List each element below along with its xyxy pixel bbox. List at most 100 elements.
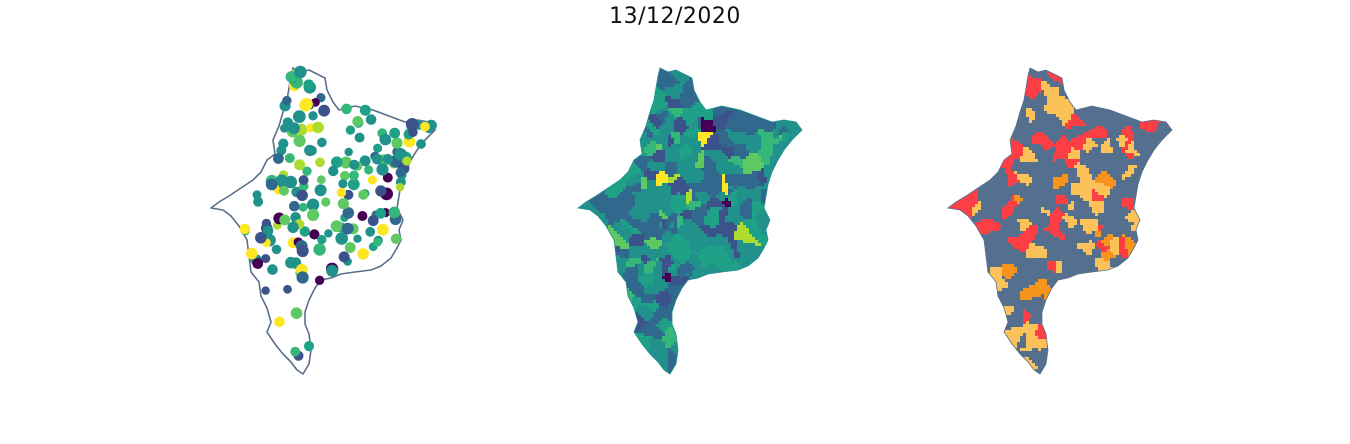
municipality-area bbox=[704, 153, 708, 157]
municipality-area bbox=[623, 192, 627, 196]
municipality-area bbox=[650, 68, 654, 70]
municipality-area bbox=[629, 171, 633, 175]
municipality-area bbox=[704, 132, 708, 136]
municipality-area bbox=[677, 153, 681, 157]
municipality-area bbox=[608, 63, 611, 66]
municipality-area bbox=[755, 78, 759, 82]
municipality-area bbox=[695, 186, 699, 190]
municipality-area bbox=[755, 186, 759, 190]
municipality-area bbox=[680, 180, 684, 184]
municipality-area bbox=[734, 180, 738, 184]
municipality-area bbox=[749, 165, 753, 169]
municipality-area bbox=[761, 207, 765, 211]
municipality-area bbox=[725, 120, 729, 124]
municipality-area bbox=[758, 123, 762, 127]
municipality-area bbox=[677, 129, 681, 133]
municipality-area bbox=[803, 138, 806, 141]
municipality-area bbox=[779, 162, 783, 166]
municipality-area bbox=[611, 75, 615, 79]
municipality-area bbox=[671, 180, 675, 184]
municipality-area bbox=[632, 213, 636, 217]
municipality-area bbox=[803, 129, 806, 132]
municipality-area bbox=[737, 69, 741, 73]
municipality-area bbox=[635, 165, 639, 169]
municipality-area bbox=[587, 60, 590, 63]
municipality-area bbox=[605, 75, 609, 79]
municipality-area bbox=[809, 174, 812, 177]
municipality-point bbox=[372, 153, 383, 165]
municipality-point bbox=[315, 157, 325, 168]
municipality-area bbox=[665, 123, 669, 127]
municipality-area bbox=[731, 99, 735, 103]
municipality-area bbox=[581, 78, 585, 82]
municipality-area bbox=[737, 63, 740, 66]
municipality-area bbox=[665, 102, 669, 106]
municipality-area bbox=[770, 210, 774, 214]
municipality-point bbox=[354, 132, 365, 143]
municipality-area bbox=[572, 150, 575, 153]
municipality-area bbox=[737, 102, 741, 106]
municipality-point bbox=[326, 264, 339, 277]
municipality-area bbox=[761, 93, 765, 97]
municipality-area bbox=[683, 135, 687, 139]
municipality-area bbox=[653, 60, 656, 63]
municipality-area bbox=[629, 174, 633, 178]
municipality-area bbox=[767, 68, 771, 70]
municipality-area bbox=[809, 165, 812, 168]
municipality-area bbox=[596, 132, 600, 136]
municipality-area bbox=[752, 132, 756, 136]
municipality-area bbox=[608, 68, 612, 70]
municipality-area bbox=[581, 189, 585, 193]
municipality-area bbox=[803, 186, 806, 189]
municipality-area bbox=[638, 231, 642, 235]
municipality-area bbox=[794, 225, 798, 229]
municipality-area bbox=[683, 141, 687, 145]
municipality-area bbox=[794, 237, 798, 241]
municipality-area bbox=[611, 87, 615, 91]
municipality-area bbox=[647, 225, 651, 229]
municipality-area bbox=[779, 90, 783, 94]
municipality-area bbox=[656, 204, 660, 208]
municipality-area bbox=[644, 105, 648, 109]
municipality-area bbox=[785, 102, 789, 106]
municipality-area bbox=[791, 75, 795, 79]
panel-continuous-choropleth bbox=[572, 60, 812, 390]
municipality-area bbox=[674, 72, 678, 76]
municipality-area bbox=[776, 117, 780, 121]
municipality-area bbox=[644, 63, 647, 66]
municipality-area bbox=[641, 96, 645, 100]
municipality-area bbox=[809, 195, 812, 198]
municipality-area bbox=[764, 183, 768, 187]
municipality-area bbox=[692, 159, 696, 163]
municipality-area bbox=[623, 63, 626, 66]
municipality-area bbox=[749, 189, 753, 193]
municipality-area bbox=[719, 117, 723, 121]
municipality-area bbox=[677, 93, 681, 97]
municipality-area bbox=[740, 105, 744, 109]
municipality-area bbox=[716, 183, 720, 187]
municipality-area bbox=[791, 183, 795, 187]
municipality-area bbox=[701, 68, 705, 70]
municipality-area bbox=[656, 96, 660, 100]
municipality-area bbox=[779, 183, 783, 187]
municipality-area bbox=[710, 213, 714, 217]
municipality-area bbox=[665, 177, 669, 181]
municipality-area bbox=[752, 231, 756, 235]
municipality-area bbox=[806, 141, 809, 144]
municipality-area bbox=[713, 159, 717, 163]
municipality-area bbox=[803, 105, 806, 108]
municipality-area bbox=[626, 189, 630, 193]
municipality-area bbox=[785, 63, 788, 66]
municipality-area bbox=[707, 162, 711, 166]
municipality-area bbox=[683, 96, 687, 100]
municipality-area bbox=[650, 237, 654, 241]
municipality-area bbox=[626, 132, 630, 136]
municipality-area bbox=[656, 180, 660, 184]
municipality-area bbox=[809, 129, 812, 132]
municipality-area bbox=[761, 108, 765, 112]
municipality-area bbox=[758, 96, 762, 100]
municipality-area bbox=[590, 180, 594, 184]
municipality-area bbox=[794, 126, 798, 130]
municipality-area bbox=[608, 135, 612, 139]
municipality-area bbox=[701, 219, 705, 223]
